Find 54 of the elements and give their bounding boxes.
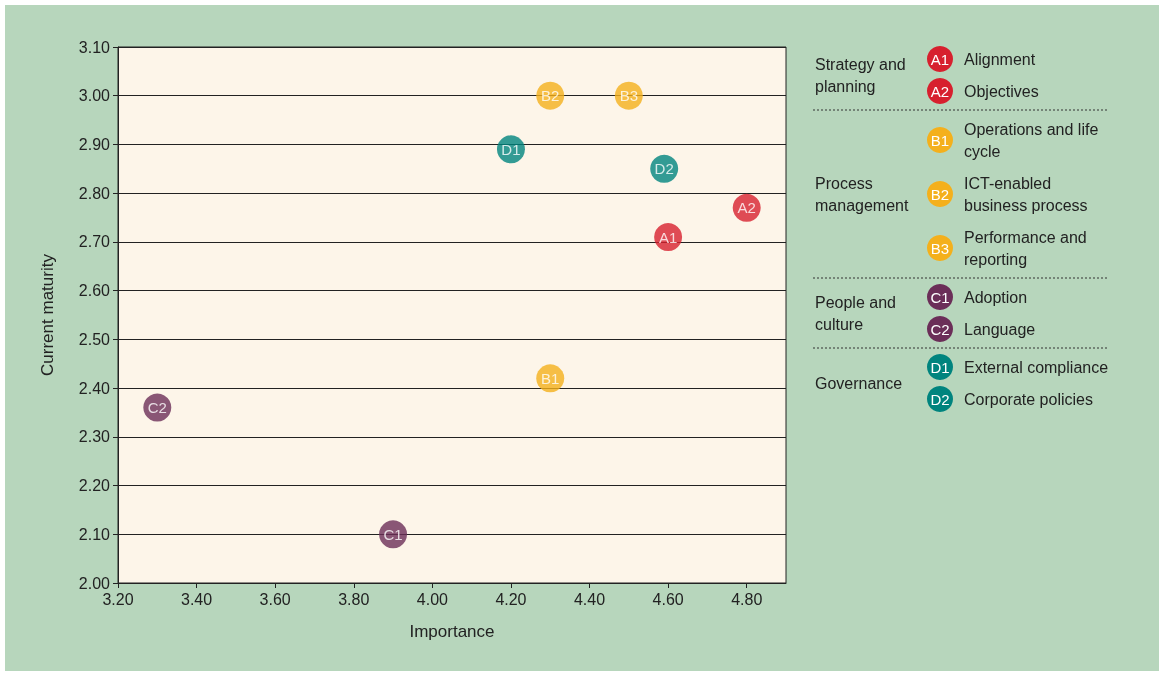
data-label: C1 bbox=[383, 525, 403, 543]
text: D2 bbox=[930, 390, 950, 408]
text: A1 bbox=[930, 50, 950, 68]
text: A2 bbox=[930, 82, 950, 100]
data-label: B3 bbox=[619, 87, 638, 105]
text: Governance bbox=[815, 374, 903, 392]
data-label: D1 bbox=[501, 140, 521, 158]
y-tick-label: 3.00 bbox=[78, 87, 111, 105]
text: D1 bbox=[930, 358, 950, 376]
y-tick-label: 2.10 bbox=[78, 525, 111, 543]
text: Strategy and planning bbox=[815, 55, 906, 95]
data-label: A2 bbox=[737, 199, 756, 217]
x-tick-label: 3.20 bbox=[102, 590, 134, 608]
x-tick-label: 4.20 bbox=[495, 590, 527, 608]
data-label: A1 bbox=[658, 228, 678, 246]
legend-label: Adoption bbox=[964, 288, 1028, 306]
legend-label: Alignment bbox=[964, 50, 1036, 68]
legend-label: Performance and reporting bbox=[964, 228, 1087, 268]
legend-label: Objectives bbox=[964, 82, 1039, 100]
text: B2 bbox=[930, 185, 950, 203]
data-label: D2 bbox=[654, 160, 674, 178]
x-tick-label: 3.60 bbox=[259, 590, 291, 608]
text: B3 bbox=[930, 239, 950, 257]
text: C1 bbox=[930, 288, 950, 306]
y-tick-label: 2.00 bbox=[78, 574, 111, 592]
x-tick-label: 4.00 bbox=[416, 590, 449, 608]
y-tick-label: 2.40 bbox=[78, 379, 111, 397]
y-tick-label: 2.70 bbox=[78, 233, 111, 251]
x-tick-label: 4.40 bbox=[573, 590, 606, 608]
y-tick-label: 2.50 bbox=[78, 330, 111, 348]
y-tick-label: 2.60 bbox=[78, 282, 111, 300]
x-tick-label: 4.60 bbox=[652, 590, 684, 608]
legend-label: Operations and life cycle bbox=[964, 120, 1099, 160]
legend-label: External compliance bbox=[964, 358, 1109, 376]
data-label: C2 bbox=[147, 399, 167, 417]
y-tick-label: 3.10 bbox=[78, 38, 111, 56]
legend-label: Corporate policies bbox=[964, 390, 1093, 408]
y-axis-title: Current maturity bbox=[38, 253, 57, 376]
x-tick-label: 3.80 bbox=[338, 590, 370, 608]
y-tick-label: 2.80 bbox=[78, 184, 111, 202]
x-tick-label: 3.40 bbox=[181, 590, 213, 608]
x-tick-label: 4.80 bbox=[731, 590, 763, 608]
y-tick-label: 2.30 bbox=[78, 428, 111, 446]
text: Process management bbox=[815, 174, 909, 214]
text: People and culture bbox=[815, 293, 896, 333]
text: C2 bbox=[930, 320, 950, 338]
legend-label: Language bbox=[964, 320, 1036, 338]
y-tick-label: 2.20 bbox=[78, 477, 111, 495]
text: B1 bbox=[930, 131, 950, 149]
y-tick-label: 2.90 bbox=[78, 135, 111, 153]
legend-label: ICT-enabled business process bbox=[964, 174, 1088, 214]
data-label: B1 bbox=[541, 369, 560, 387]
x-axis-title: Importance bbox=[409, 622, 495, 641]
data-label: B2 bbox=[541, 87, 560, 105]
